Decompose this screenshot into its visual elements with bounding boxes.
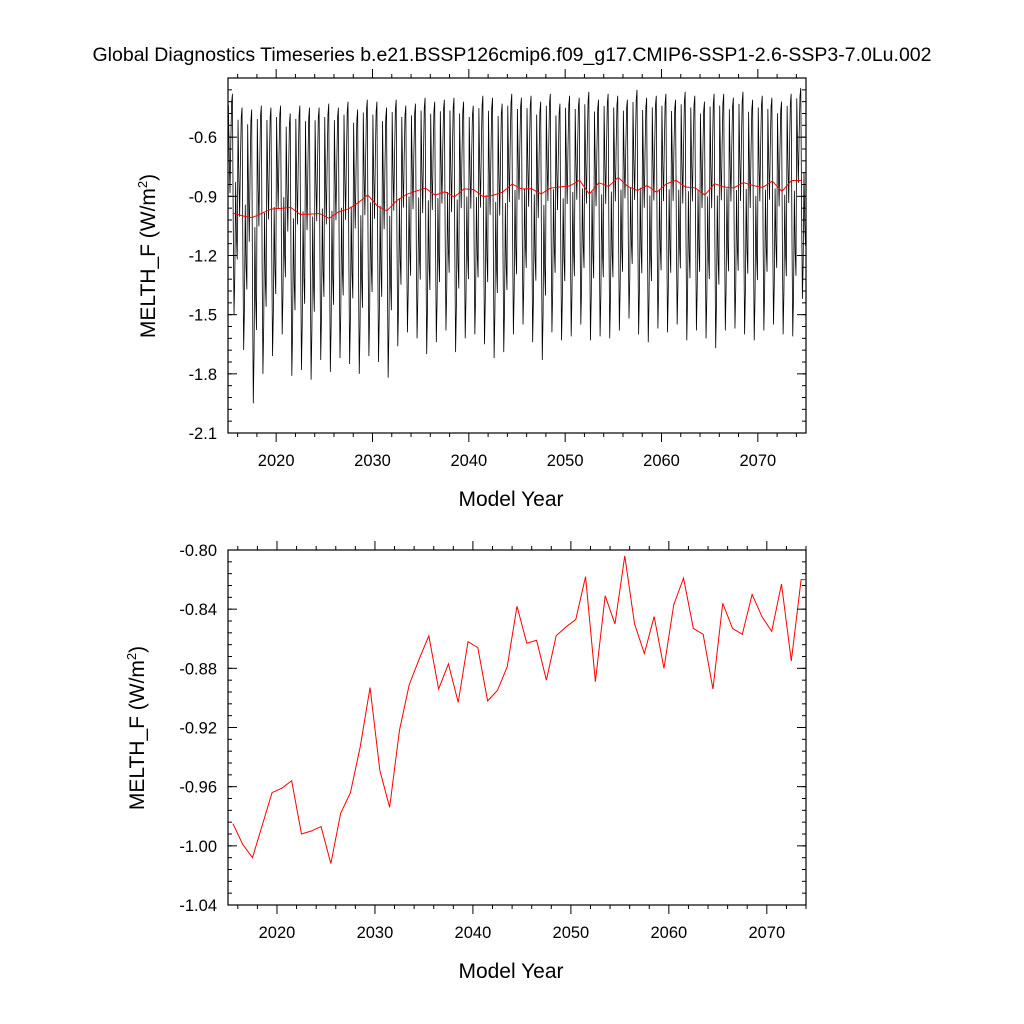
bottom-annual-series-line: [232, 555, 806, 864]
page-title: Global Diagnostics Timeseries b.e21.BSSP…: [92, 44, 932, 66]
top-y-axis-label: MELTH_F (W/m2): [135, 174, 160, 338]
top-monthly-series-line: [228, 87, 806, 404]
bottom-plot-frame: [227, 549, 807, 906]
bottom-x-axis: 2020 2030 2040 2050 2060 2070: [237, 541, 807, 942]
top-x-tick-label: 2040: [450, 452, 487, 470]
bottom-x-tick-label: 2070: [748, 924, 785, 942]
bottom-plot-area: [227, 549, 807, 906]
bottom-y-tick-label: -0.80: [179, 542, 217, 560]
bottom-x-tick-label: 2040: [455, 924, 492, 942]
bottom-y-tick-label: -0.88: [179, 660, 217, 678]
top-x-axis-label: Model Year: [458, 488, 563, 511]
bottom-x-axis-label: Model Year: [458, 960, 563, 983]
top-x-tick-label: 2030: [354, 452, 391, 470]
top-x-tick-label: 2050: [547, 452, 584, 470]
top-x-tick-label: 2020: [258, 452, 295, 470]
bottom-y-axis: -0.80 -0.84 -0.88 -0.92 -0.96 -1.00 -1.04: [179, 542, 806, 915]
bottom-y-axis-label: MELTH_F (W/m2): [124, 646, 149, 810]
top-y-label-main: MELTH_F (W/m: [137, 188, 160, 338]
bottom-y-tick-label: -0.84: [179, 601, 217, 619]
top-x-axis: 2020 2030 2040 2050 2060 2070: [237, 69, 797, 470]
bottom-x-tick-label: 2020: [259, 924, 296, 942]
bottom-y-label-main: MELTH_F (W/m: [126, 660, 149, 810]
bottom-y-label-sup: 2: [124, 653, 139, 660]
top-x-tick-label: 2070: [739, 452, 776, 470]
top-y-tick-label: -1.8: [189, 366, 217, 384]
bottom-x-tick-label: 2050: [553, 924, 590, 942]
top-y-tick-label: -2.1: [189, 425, 217, 443]
bottom-x-tick-label: 2060: [650, 924, 687, 942]
top-y-axis: -0.6 -0.9 -1.2 -1.5 -1.8 -2.1: [189, 77, 806, 443]
bottom-y-tick-label: -1.00: [179, 838, 217, 856]
top-y-tick-label: -0.6: [189, 129, 217, 147]
top-y-tick-label: -1.2: [189, 248, 217, 266]
top-y-tick-label: -0.9: [189, 188, 217, 206]
bottom-y-tick-label: -0.92: [179, 720, 217, 738]
top-y-label-sup: 2: [135, 181, 150, 188]
bottom-x-tick-label: 2030: [357, 924, 394, 942]
top-annual-mean-line: [232, 176, 802, 220]
top-y-label-tail: ): [137, 174, 160, 181]
top-y-tick-label: -1.5: [189, 307, 217, 325]
bottom-y-label-tail: ): [126, 646, 149, 653]
bottom-y-tick-label: -1.04: [179, 897, 217, 915]
top-x-tick-label: 2060: [643, 452, 680, 470]
bottom-y-tick-label: -0.96: [179, 779, 217, 797]
